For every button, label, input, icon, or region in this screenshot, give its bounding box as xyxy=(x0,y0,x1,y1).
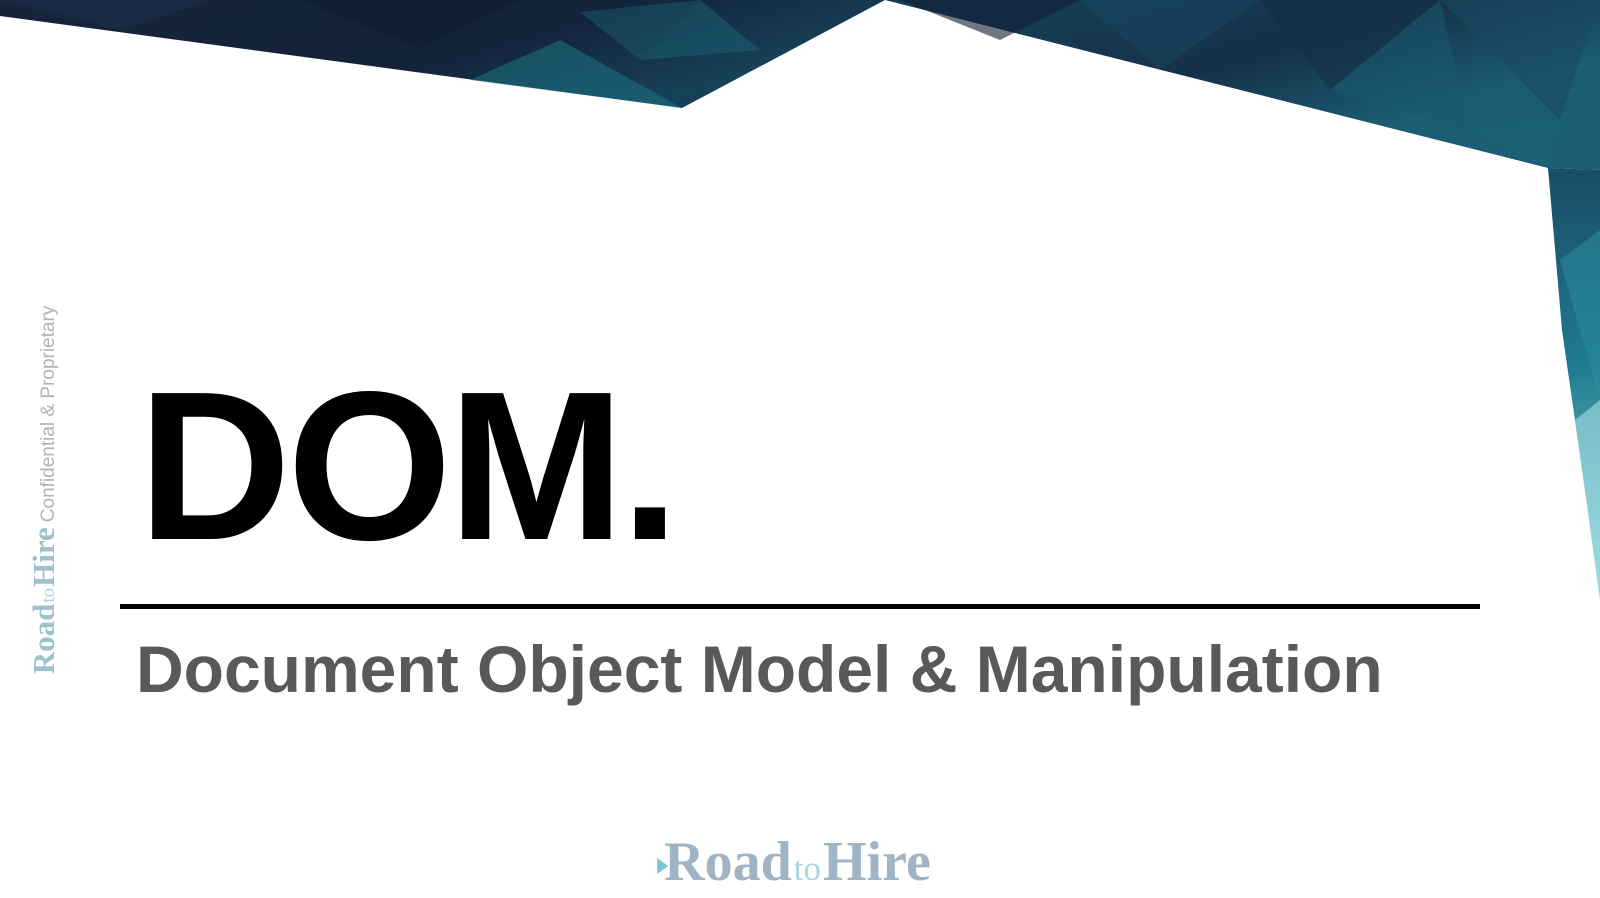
top-band-shape xyxy=(0,0,1600,170)
watermark-brand-hire: Hire xyxy=(26,527,61,587)
side-watermark: Road to Hire Confidential & Proprietary xyxy=(26,306,62,675)
watermark-brand-road: Road xyxy=(26,603,61,675)
watermark-confidential-notice: Confidential & Proprietary xyxy=(38,305,59,523)
watermark-brand-to: to xyxy=(38,587,59,603)
title-divider xyxy=(120,604,1480,609)
footer-logo-road: Road xyxy=(664,831,792,893)
slide-title: DOM. xyxy=(138,347,679,584)
footer-logo-to: to xyxy=(793,849,821,888)
footer-logo-hire: Hire xyxy=(823,831,931,893)
logo-arrow-icon xyxy=(657,858,669,874)
footer-logo: Road to Hire xyxy=(657,830,931,894)
slide-subtitle: Document Object Model & Manipulation xyxy=(136,632,1383,706)
